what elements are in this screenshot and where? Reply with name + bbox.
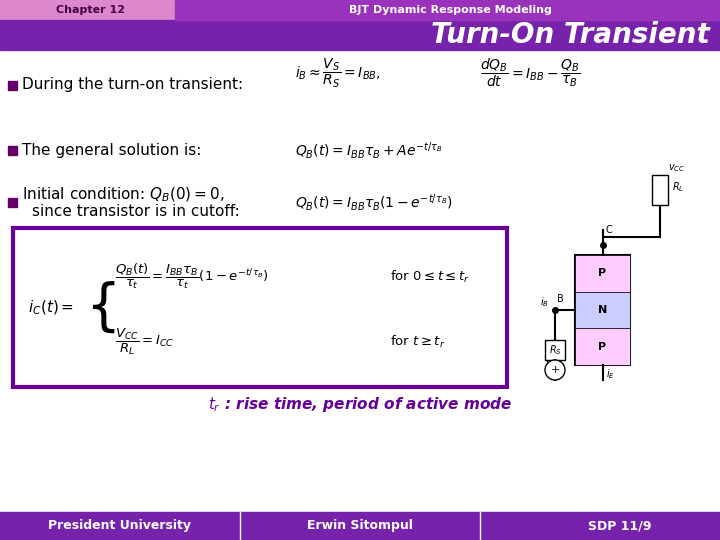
Text: $i_B \approx \dfrac{V_S}{R_S} = I_{BB},$: $i_B \approx \dfrac{V_S}{R_S} = I_{BB},$	[295, 56, 381, 90]
Text: SDP 11/9: SDP 11/9	[588, 519, 652, 532]
Text: for $0 \leq t \leq t_r$: for $0 \leq t \leq t_r$	[390, 268, 470, 285]
Text: $\{$: $\{$	[85, 280, 115, 335]
Text: President University: President University	[48, 519, 192, 532]
FancyBboxPatch shape	[13, 228, 507, 387]
Text: $\dfrac{V_{CC}}{R_L} = I_{CC}$: $\dfrac{V_{CC}}{R_L} = I_{CC}$	[115, 327, 174, 357]
Bar	[545, 340, 565, 360]
Text: Turn-On Transient: Turn-On Transient	[431, 21, 710, 49]
Bar	[0, 20, 720, 50]
Text: $t_r$ : rise time, period of active mode: $t_r$ : rise time, period of active mode	[208, 395, 512, 415]
Bar	[8, 198, 17, 206]
Bar	[0, 0, 720, 20]
Text: P: P	[598, 268, 606, 278]
Text: C: C	[606, 225, 612, 235]
Bar	[575, 255, 630, 365]
Text: The general solution is:: The general solution is:	[22, 143, 202, 158]
Text: Chapter 12: Chapter 12	[55, 5, 125, 15]
Text: During the turn-on transient:: During the turn-on transient:	[22, 78, 243, 92]
Text: for $t \geq t_r$: for $t \geq t_r$	[390, 334, 446, 350]
Bar	[575, 255, 630, 292]
Bar	[575, 328, 630, 365]
Text: Initial condition: $Q_B(0)=0$,: Initial condition: $Q_B(0)=0$,	[22, 186, 225, 204]
Text: $i_B$: $i_B$	[540, 295, 549, 309]
Text: +: +	[550, 365, 559, 375]
Text: N: N	[598, 305, 607, 315]
Text: $Q_B(t) = I_{BB}\tau_B\left(1 - e^{-t/\tau_B}\right)$: $Q_B(t) = I_{BB}\tau_B\left(1 - e^{-t/\t…	[295, 192, 453, 213]
Bar	[8, 145, 17, 154]
Bar	[8, 80, 17, 90]
Bar	[515, 230, 710, 385]
Text: $R_S$: $R_S$	[549, 343, 562, 357]
Text: $i_E$: $i_E$	[606, 367, 614, 381]
Bar	[652, 175, 668, 205]
Text: $\dfrac{Q_B(t)}{\tau_t} = \dfrac{I_{BB}\tau_B}{\tau_t}\left(1 - e^{-t/\tau_B}\ri: $\dfrac{Q_B(t)}{\tau_t} = \dfrac{I_{BB}\…	[115, 262, 269, 291]
Text: $v_{CC}$: $v_{CC}$	[668, 162, 685, 174]
Text: P: P	[598, 342, 606, 352]
Text: BJT Dynamic Response Modeling: BJT Dynamic Response Modeling	[348, 5, 552, 15]
Text: since transistor is in cutoff:: since transistor is in cutoff:	[32, 204, 240, 219]
Text: Erwin Sitompul: Erwin Sitompul	[307, 519, 413, 532]
Text: B: B	[557, 294, 564, 304]
Text: $i_C(t) =$: $i_C(t) =$	[28, 298, 74, 316]
Text: $R_L$: $R_L$	[672, 180, 684, 194]
Text: $\dfrac{dQ_B}{dt} = I_{BB} - \dfrac{Q_B}{\tau_B}$: $\dfrac{dQ_B}{dt} = I_{BB} - \dfrac{Q_B}…	[480, 57, 580, 90]
Bar	[0, 512, 720, 540]
Text: $Q_B(t) = I_{BB}\tau_B + Ae^{-t/\tau_B}$: $Q_B(t) = I_{BB}\tau_B + Ae^{-t/\tau_B}$	[295, 139, 443, 160]
Bar	[575, 292, 630, 328]
Circle shape	[545, 360, 565, 380]
Text: $v_s$: $v_s$	[545, 359, 556, 371]
Bar	[175, 0, 720, 20]
